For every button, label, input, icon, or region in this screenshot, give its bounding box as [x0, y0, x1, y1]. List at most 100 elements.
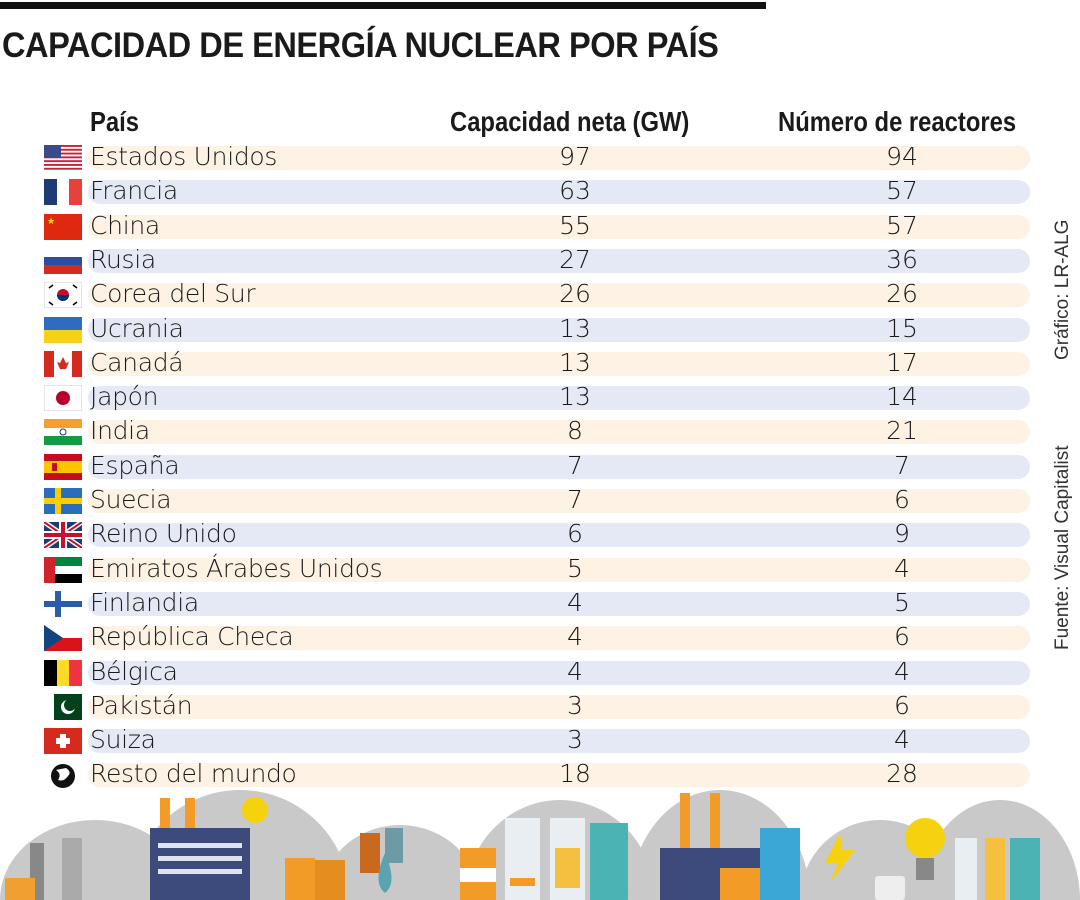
row-background: [88, 591, 1030, 616]
row-background: [88, 386, 1030, 411]
table-row: ★ China 55 57: [44, 210, 1030, 244]
row-background: [88, 557, 1030, 582]
header-country: País: [90, 106, 139, 137]
reactors-value: 26: [886, 279, 918, 309]
country-name: Finlandia: [90, 587, 199, 617]
reactors-value: 4: [894, 553, 910, 583]
reactors-value: 4: [894, 725, 910, 755]
switzerland-flag-icon: [44, 728, 82, 755]
sweden-flag-icon: [44, 488, 82, 514]
pakistan-flag-icon: [44, 693, 82, 720]
row-background: [88, 180, 1030, 205]
capacity-value: 4: [567, 587, 583, 617]
row-background: [88, 729, 1030, 754]
capacity-value: 26: [559, 279, 591, 309]
ukraine-flag-icon: [44, 316, 82, 343]
row-background: [88, 489, 1030, 513]
row-background: [88, 248, 1030, 273]
capacity-value: 13: [559, 313, 591, 343]
row-background: [88, 694, 1030, 719]
reactors-value: 57: [886, 210, 918, 240]
country-name: China: [90, 210, 160, 240]
country-name: Suiza: [90, 725, 156, 755]
reactors-value: 6: [894, 485, 910, 514]
table-row: Rusia 27 36: [44, 244, 1030, 278]
uk-flag-icon: [44, 522, 82, 549]
finland-flag-icon: [44, 590, 82, 617]
row-background: [88, 283, 1030, 308]
page-title: CAPACIDAD DE ENERGÍA NUCLEAR POR PAÍS: [2, 26, 719, 65]
row-background: [88, 626, 1030, 651]
row-background: [88, 214, 1030, 239]
country-name: Canadá: [90, 347, 184, 377]
source-label: Fuente: Visual Capitalist: [1052, 445, 1073, 650]
row-background: [88, 763, 1030, 788]
reactors-value: 6: [894, 622, 910, 652]
country-name: Reino Unido: [90, 519, 237, 549]
row-background: [88, 420, 1030, 445]
top-rule: [0, 2, 766, 9]
table-row: Finlandia 4 5: [44, 587, 1030, 621]
reactors-value: 28: [886, 759, 918, 789]
row-background: [88, 351, 1030, 376]
credit-label: Gráfico: LR-ALG: [1052, 219, 1073, 360]
reactors-value: 57: [886, 176, 918, 206]
capacity-value: 63: [559, 176, 591, 206]
table-row: Suiza 3 4: [44, 724, 1030, 758]
reactors-value: 94: [886, 142, 918, 171]
china-flag-icon: ★: [44, 213, 82, 240]
table-row: Emiratos Árabes Unidos 5 4: [44, 553, 1030, 587]
table-row: Japón 13 14: [44, 381, 1030, 415]
reactors-value: 5: [894, 587, 910, 617]
capacity-value: 27: [559, 244, 591, 274]
reactors-value: 4: [894, 656, 910, 686]
canada-flag-icon: [44, 350, 82, 377]
table-row: Pakistán 3 6: [44, 690, 1030, 724]
lightning-icon: [825, 833, 855, 883]
capacity-value: 97: [559, 142, 591, 171]
table-row: Resto del mundo 18 28: [44, 758, 1030, 792]
capacity-value: 7: [567, 485, 583, 514]
capacity-value: 6: [567, 519, 583, 549]
capacity-value: 55: [559, 210, 591, 240]
table-row: Francia 63 57: [44, 175, 1030, 209]
row-background: [88, 523, 1030, 548]
lightbulb-icon: [905, 818, 945, 858]
capacity-value: 13: [559, 347, 591, 377]
country-name: Corea del Sur: [90, 279, 256, 309]
reactors-value: 15: [886, 313, 918, 343]
header-capacity: Capacidad neta (GW): [450, 106, 690, 137]
svg-text:★: ★: [47, 217, 55, 227]
japan-flag-icon: [44, 385, 82, 412]
header-reactors: Número de reactores: [778, 106, 1017, 137]
reactors-value: 36: [886, 244, 918, 274]
south-korea-flag-icon: [44, 282, 82, 309]
capacity-value: 8: [567, 416, 583, 446]
country-name: Bélgica: [90, 656, 178, 686]
russia-flag-icon: [44, 247, 82, 274]
czech-flag-icon: [44, 625, 82, 652]
table-row: Corea del Sur 26 26: [44, 278, 1030, 312]
row-background: [88, 317, 1030, 342]
table-row: Bélgica 4 4: [44, 656, 1030, 690]
country-name: Emiratos Árabes Unidos: [90, 553, 383, 583]
country-name: Rusia: [90, 244, 156, 274]
row-background: [88, 660, 1030, 685]
capacity-value: 3: [567, 690, 583, 720]
reactors-value: 9: [894, 519, 910, 549]
capacity-value: 4: [567, 622, 583, 652]
country-name: Resto del mundo: [90, 759, 297, 789]
reactors-value: 14: [886, 382, 918, 412]
reactors-value: 7: [894, 450, 910, 480]
country-name: Suecia: [90, 485, 172, 514]
country-name: India: [90, 416, 150, 446]
energy-illustration: [0, 790, 1080, 900]
country-name: Francia: [90, 176, 178, 206]
india-flag-icon: [44, 419, 82, 446]
capacity-value: 4: [567, 656, 583, 686]
reactors-value: 21: [886, 416, 918, 446]
country-name: Japón: [90, 382, 159, 412]
table-row: República Checa 4 6: [44, 621, 1030, 655]
radiation-icon: [242, 797, 268, 823]
capacity-value: 7: [567, 450, 583, 480]
